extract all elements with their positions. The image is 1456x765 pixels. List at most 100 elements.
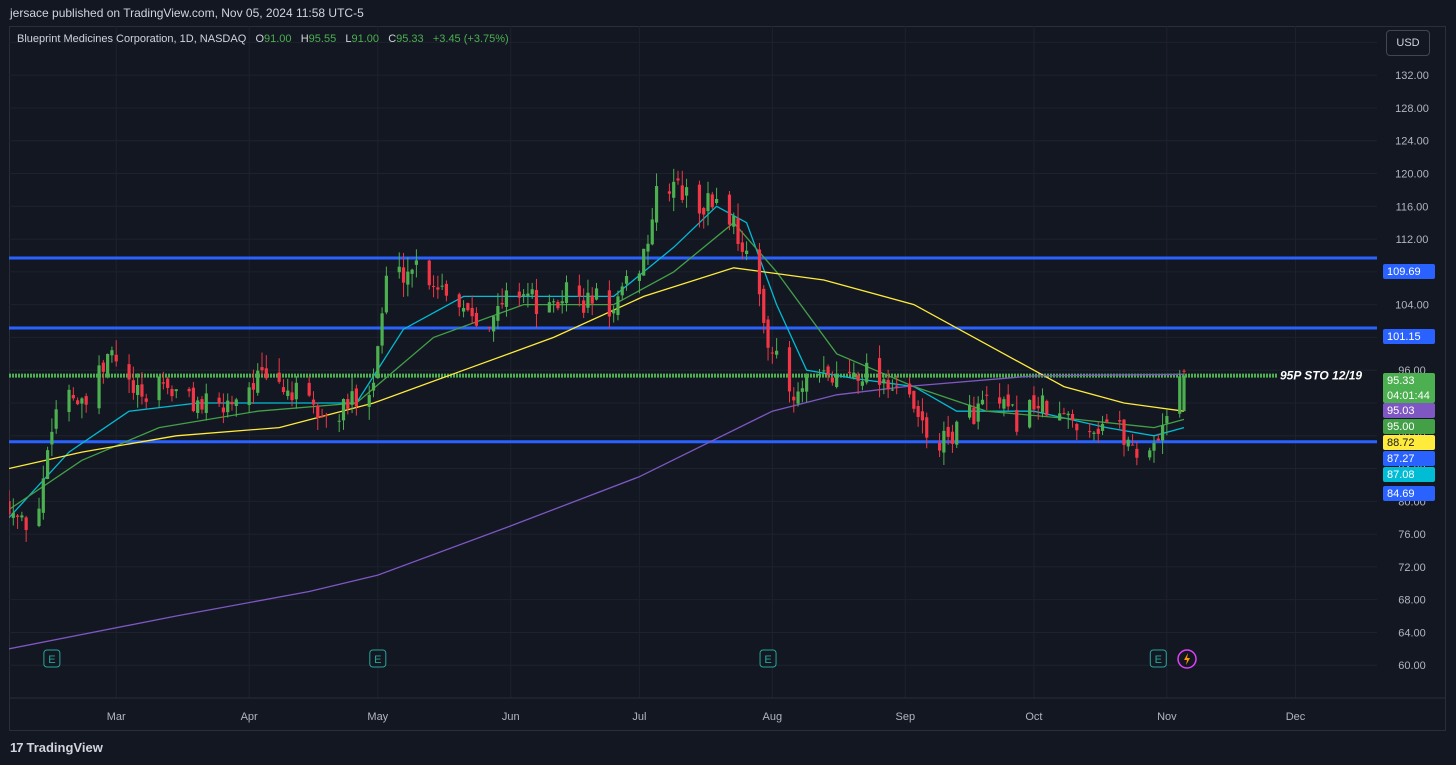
candle-body [676, 178, 680, 181]
candle-body [620, 286, 624, 296]
y-tick-label: 132.00 [1395, 70, 1429, 82]
candle-body [114, 354, 118, 362]
candles-layer [9, 168, 1186, 542]
candle-body [401, 267, 406, 283]
earnings-icon [759, 649, 777, 668]
candle-body [427, 260, 431, 286]
candle-body [517, 291, 521, 298]
candle-body [955, 421, 959, 445]
candle-body [15, 515, 20, 517]
candle-body [805, 374, 809, 392]
top-bar: jersace published on TradingView.com, No… [0, 0, 1456, 26]
price-badge-countdown: 04:01:44 [1387, 390, 1430, 402]
price-badge-label: 101.15 [1387, 331, 1421, 343]
candle-body [800, 388, 804, 392]
candle-body [131, 380, 135, 393]
candle-body [380, 313, 384, 346]
candle-body [642, 248, 646, 276]
candle-body [612, 309, 616, 314]
candle-body [286, 390, 290, 397]
candle-body [260, 367, 264, 371]
low-value: 91.00 [351, 33, 380, 45]
x-tick-label: Jun [502, 711, 520, 723]
candle-body [877, 358, 882, 385]
y-tick-label: 116.00 [1396, 201, 1429, 213]
candle-body [256, 370, 260, 393]
high-value: 95.55 [308, 33, 337, 45]
candle-body [684, 187, 689, 196]
candle-body [637, 273, 641, 281]
price-badge [1383, 467, 1435, 482]
candle-body [526, 293, 530, 297]
candle-body [106, 353, 110, 377]
candle-body [847, 371, 852, 373]
x-tick-label: May [367, 711, 388, 723]
candle-body [440, 285, 444, 287]
lightning-bolt [1184, 653, 1191, 665]
price-badge-label: 109.69 [1387, 266, 1421, 278]
candle-body [736, 218, 740, 244]
candle-body [324, 415, 328, 417]
price-badge-label: 88.72 [1387, 437, 1415, 449]
candle-body [646, 243, 650, 252]
candle-body [84, 396, 88, 405]
candle-body [886, 379, 890, 390]
candle-body [281, 387, 286, 393]
candle-body [1062, 412, 1066, 414]
candle-body [1028, 399, 1032, 428]
candle-body [491, 316, 496, 332]
candle-body [714, 199, 719, 203]
candle-body [796, 391, 800, 404]
candle-body [522, 294, 526, 296]
earnings-icon [369, 649, 387, 668]
candle-body [337, 420, 341, 422]
candle-body [530, 289, 534, 295]
candle-body [496, 306, 500, 321]
candle-body [822, 370, 826, 372]
price-badge-label: 84.69 [1387, 488, 1415, 500]
candle-body [1148, 450, 1152, 458]
price-badge [1383, 435, 1435, 450]
candle-body [24, 517, 28, 530]
candle-body [436, 287, 440, 290]
candle-body [226, 400, 230, 413]
candle-body [410, 269, 414, 274]
currency-button[interactable]: USD [1386, 30, 1430, 56]
candle-body [586, 292, 590, 308]
candle-body [890, 389, 895, 391]
candle-body [9, 501, 11, 515]
candle-body [1002, 399, 1006, 409]
candle-body [71, 394, 75, 399]
candle-body [702, 207, 706, 215]
candle-body [980, 399, 985, 405]
tradingview-logo[interactable]: 17 TradingView [10, 740, 103, 755]
candle-body [976, 403, 980, 422]
change-value: +3.45 (+3.75%) [432, 33, 509, 45]
candle-body [1036, 405, 1040, 409]
earnings-label: E [374, 654, 381, 666]
candle-body [414, 260, 418, 265]
candle-body [11, 512, 15, 518]
candle-body [140, 384, 144, 397]
candle-body [968, 404, 972, 418]
candle-body [1126, 439, 1130, 447]
candle-body [856, 375, 860, 381]
price-axis: 60.0064.0068.0072.0076.0080.0084.0088.00… [1395, 37, 1429, 672]
price-badge [1383, 329, 1435, 344]
candle-body [667, 191, 672, 194]
candle-body [860, 381, 864, 386]
candle-body [882, 379, 886, 384]
candle-body [577, 285, 581, 297]
candle-body [161, 382, 165, 384]
candle-body [1015, 409, 1019, 432]
chart-canvas[interactable]: 95P STO 12/19 E E E E 60.00 64.00 68.00 72.00 7… [9, 26, 1446, 731]
candle-body [582, 300, 586, 313]
candle-body [594, 288, 599, 300]
tradingview-logo-text: TradingView [26, 740, 103, 755]
candle-body [852, 372, 856, 378]
price-badge [1383, 419, 1435, 434]
candle-body [757, 249, 762, 295]
candle-body [727, 194, 732, 225]
candle-body [616, 296, 620, 316]
